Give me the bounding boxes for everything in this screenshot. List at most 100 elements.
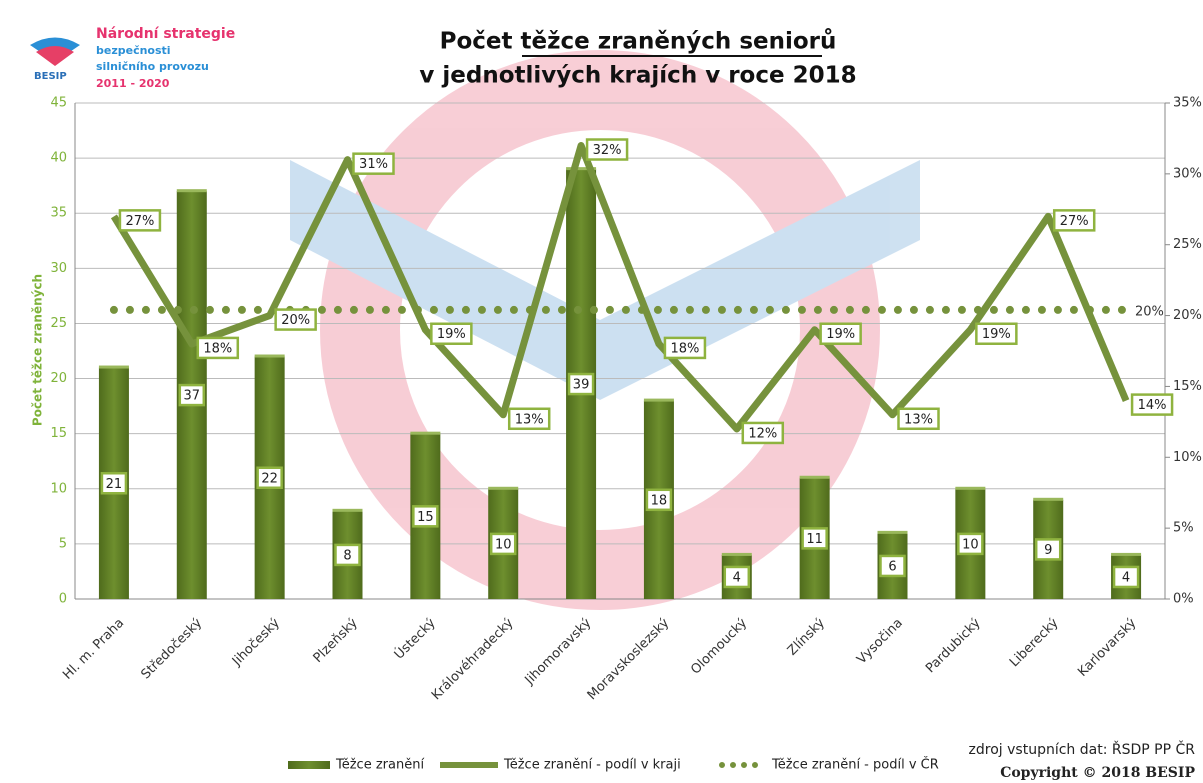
- y-tick-label: 0: [59, 592, 67, 607]
- data-label-box: [274, 308, 317, 331]
- data-label: 4: [1122, 570, 1130, 585]
- data-label-box: [1112, 565, 1140, 589]
- y-tick-label: 40: [50, 151, 67, 166]
- bar-top: [1111, 552, 1142, 556]
- data-label-box: [585, 138, 629, 161]
- logo-name: BESIP: [34, 71, 67, 82]
- bar-top: [955, 486, 986, 490]
- y-tick-label: 20: [50, 371, 67, 386]
- data-label: 9: [1044, 543, 1052, 558]
- bar-top: [410, 431, 441, 435]
- data-label: 22: [261, 471, 278, 486]
- y-tick-label: 15: [50, 426, 67, 441]
- data-label: 19%: [826, 327, 855, 342]
- y2-tick-label: 20%: [1173, 308, 1202, 323]
- data-label-box: [801, 527, 828, 550]
- y2-tick-label: 0%: [1173, 592, 1194, 607]
- source: zdroj vstupních dat: ŘSDP PP ČR: [969, 740, 1196, 758]
- data-label: 10: [962, 537, 979, 552]
- data-label-box: [975, 322, 1018, 345]
- data-label-box: [100, 472, 128, 495]
- y2-tick-label: 35%: [1173, 96, 1202, 111]
- logo-line: Národní strategie: [96, 26, 235, 42]
- y-tick-label: 30: [50, 261, 67, 276]
- data-label-box: [567, 372, 595, 396]
- bar-top: [98, 365, 129, 369]
- logo-line: silničního provozu: [96, 60, 209, 73]
- data-label: 13%: [904, 412, 933, 427]
- bar-top: [1033, 497, 1064, 501]
- data-label-box: [196, 336, 240, 360]
- data-label: 15: [417, 510, 434, 525]
- bar-top: [332, 508, 363, 512]
- y-tick-label: 25: [50, 316, 67, 331]
- data-label-box: [645, 488, 673, 512]
- legend-swatch: [288, 761, 330, 769]
- data-label: 11: [806, 532, 823, 547]
- data-label-box: [879, 554, 906, 578]
- data-label-box: [256, 466, 283, 490]
- logo-line: 2011 - 2020: [96, 77, 170, 90]
- reference-label: 20%: [1135, 304, 1164, 319]
- data-label-box: [897, 407, 940, 431]
- data-label-box: [118, 209, 162, 232]
- y2-tick-label: 10%: [1173, 450, 1202, 465]
- data-label-box: [1052, 209, 1096, 232]
- bar-top: [176, 189, 207, 193]
- bar-top: [488, 486, 519, 490]
- data-label-box: [430, 322, 473, 345]
- logo-line: bezpečnosti: [96, 44, 171, 57]
- data-label-box: [334, 543, 361, 567]
- data-label: 14%: [1138, 398, 1167, 413]
- data-label-box: [741, 421, 785, 445]
- bar-top: [254, 354, 285, 358]
- y-tick-label: 10: [50, 481, 67, 496]
- chart-title: Počet těžce zraněných seniorů: [440, 28, 837, 55]
- data-label-box: [957, 532, 984, 556]
- data-label: 12%: [748, 426, 777, 441]
- logo: BESIP Národní strategie bezpečnosti siln…: [30, 26, 235, 90]
- data-label: 19%: [437, 327, 466, 342]
- legend-label: Těžce zranění - podíl v kraji: [503, 758, 681, 773]
- data-label-box: [352, 152, 395, 175]
- data-label-box: [1130, 393, 1174, 416]
- data-label-box: [489, 532, 517, 556]
- bar-top: [643, 398, 674, 402]
- y2-tick-label: 15%: [1173, 379, 1202, 394]
- y2-tick-label: 25%: [1173, 237, 1202, 252]
- y-axis-label: Počet těžce zraněných: [31, 274, 45, 426]
- y-tick-label: 35: [50, 206, 67, 221]
- data-label: 27%: [1060, 214, 1089, 229]
- data-label: 4: [733, 570, 741, 585]
- data-label: 32%: [593, 143, 622, 158]
- data-label: 18%: [203, 341, 232, 356]
- legend-label: Těžce zranění: [335, 758, 424, 773]
- data-label: 6: [888, 559, 896, 574]
- data-label: 18: [651, 493, 668, 508]
- data-label-box: [412, 505, 439, 528]
- data-label: 31%: [359, 157, 388, 172]
- data-label: 20%: [281, 313, 310, 328]
- data-label: 39: [573, 378, 590, 393]
- data-label: 13%: [515, 412, 544, 427]
- data-label-box: [819, 322, 862, 345]
- bar-top: [877, 530, 908, 534]
- data-label-box: [178, 383, 206, 407]
- copyright: Copyright © 2018 BESIP: [1000, 765, 1195, 781]
- data-label-box: [663, 336, 707, 360]
- bar-top: [566, 167, 597, 171]
- y-tick-label: 5: [59, 536, 67, 551]
- data-label-box: [723, 565, 751, 589]
- legend-label: Těžce zranění - podíl v ČR: [771, 757, 939, 773]
- chart-title: v jednotlivých krajích v roce 2018: [419, 63, 856, 89]
- data-label: 10: [495, 537, 512, 552]
- bar-top: [721, 552, 752, 556]
- line: [110, 142, 1130, 433]
- data-label: 18%: [670, 341, 699, 356]
- y2-tick-label: 5%: [1173, 521, 1194, 536]
- data-label: 8: [343, 548, 351, 563]
- data-label: 27%: [125, 214, 154, 229]
- bar-top: [799, 475, 830, 479]
- data-label: 37: [184, 389, 201, 404]
